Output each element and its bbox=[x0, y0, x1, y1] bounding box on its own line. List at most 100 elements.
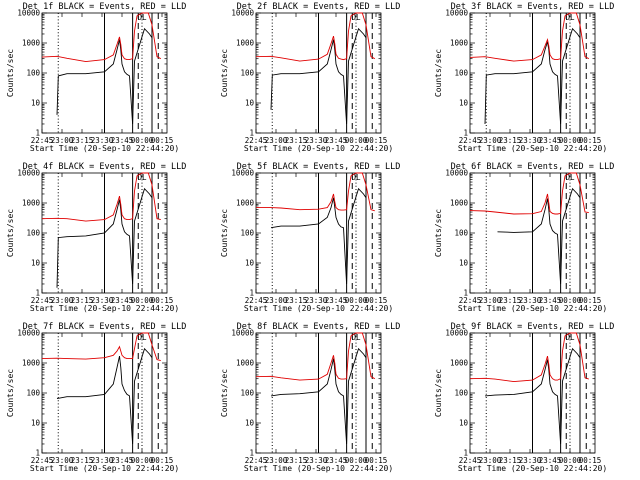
x-tick-label: 23:30 bbox=[305, 456, 328, 465]
x-tick-label: 00:15 bbox=[151, 456, 174, 465]
series-line-events bbox=[270, 187, 367, 285]
dl-annotation: DL bbox=[351, 13, 361, 22]
y-tick-label: 100 bbox=[454, 389, 468, 398]
x-tick-label: 22:45 bbox=[459, 136, 482, 145]
x-tick-label: 23:00 bbox=[479, 296, 502, 305]
chart-panel: Det 1f BLACK = Events, RED = LLD 1 10 100 10… bbox=[6, 2, 186, 153]
x-tick-label: 23:00 bbox=[265, 456, 288, 465]
y-tick-label: 100 bbox=[240, 389, 254, 398]
y-tick-label: 10 bbox=[245, 419, 255, 428]
x-tick-label: 23:00 bbox=[265, 296, 288, 305]
y-tick-label: 10000 bbox=[445, 329, 468, 338]
chart-panel: Det 4f BLACK = Events, RED = LLD 1 10 100 10… bbox=[6, 162, 186, 313]
x-tick-label: 23:15 bbox=[499, 456, 522, 465]
chart-panel: Det 9f BLACK = Events, RED = LLD 1 10 100 10… bbox=[434, 322, 614, 473]
y-tick-label: 1 bbox=[463, 289, 468, 298]
x-axis-label: Start Time (20-Sep-10 22:44:20) bbox=[30, 304, 179, 313]
y-tick-label: 1 bbox=[249, 449, 254, 458]
x-tick-label: 00:15 bbox=[579, 296, 602, 305]
y-tick-label: 10000 bbox=[445, 169, 468, 178]
x-tick-label: 00:00 bbox=[559, 296, 582, 305]
y-axis-label: Counts/sec bbox=[6, 369, 15, 417]
x-tick-label: 22:45 bbox=[245, 136, 268, 145]
x-tick-label: 23:45 bbox=[539, 456, 562, 465]
x-tick-label: 00:15 bbox=[151, 296, 174, 305]
series-line-lld bbox=[469, 332, 589, 383]
series-line-lld bbox=[41, 12, 162, 63]
x-tick-label: 00:15 bbox=[151, 136, 174, 145]
x-tick-label: 23:30 bbox=[91, 136, 114, 145]
y-tick-label: 10 bbox=[459, 259, 469, 268]
chart-panel: Det 5f BLACK = Events, RED = LLD 1 10 100 10… bbox=[220, 162, 400, 313]
x-tick-label: 23:00 bbox=[51, 456, 74, 465]
x-tick-label: 23:00 bbox=[265, 136, 288, 145]
x-tick-label: 23:15 bbox=[285, 456, 308, 465]
x-tick-label: 22:45 bbox=[459, 296, 482, 305]
x-tick-label: 23:15 bbox=[71, 296, 94, 305]
x-tick-label: 00:15 bbox=[579, 136, 602, 145]
y-tick-label: 1 bbox=[35, 289, 40, 298]
chart-title: Det 3f BLACK = Events, RED = LLD bbox=[451, 2, 615, 12]
x-tick-label: 23:45 bbox=[325, 136, 348, 145]
y-tick-label: 100 bbox=[26, 69, 40, 78]
x-tick-label: 22:45 bbox=[31, 456, 54, 465]
dl-annotation: DL bbox=[137, 13, 147, 22]
x-axis-label: Start Time (20-Sep-10 22:44:20) bbox=[458, 304, 607, 313]
y-tick-label: 10000 bbox=[17, 329, 40, 338]
x-tick-label: 00:00 bbox=[131, 296, 154, 305]
y-tick-label: 100 bbox=[454, 229, 468, 238]
y-tick-label: 100 bbox=[26, 229, 40, 238]
x-tick-label: 23:30 bbox=[305, 136, 328, 145]
chart-panel: Det 3f BLACK = Events, RED = LLD 1 10 100 10… bbox=[434, 2, 614, 153]
y-tick-label: 100 bbox=[240, 69, 254, 78]
x-tick-label: 22:45 bbox=[459, 456, 482, 465]
dl-annotation: DL bbox=[351, 333, 361, 342]
x-axis-label: Start Time (20-Sep-10 22:44:20) bbox=[244, 464, 393, 473]
y-tick-label: 1 bbox=[249, 129, 254, 138]
x-tick-label: 00:00 bbox=[345, 296, 368, 305]
x-tick-label: 23:00 bbox=[51, 136, 74, 145]
chart-panel: Det 7f BLACK = Events, RED = LLD 1 10 100 10… bbox=[6, 322, 186, 473]
series-line-events bbox=[497, 187, 581, 285]
y-axis-label: Counts/sec bbox=[434, 369, 443, 417]
y-tick-label: 10000 bbox=[17, 9, 40, 18]
x-axis-label: Start Time (20-Sep-10 22:44:20) bbox=[244, 144, 393, 153]
x-tick-label: 23:30 bbox=[519, 456, 542, 465]
series-line-events bbox=[56, 187, 153, 288]
y-tick-label: 1 bbox=[35, 449, 40, 458]
series-line-lld bbox=[255, 332, 376, 381]
x-axis-label: Start Time (20-Sep-10 22:44:20) bbox=[244, 304, 393, 313]
dl-annotation: DL bbox=[137, 173, 147, 182]
x-tick-label: 23:45 bbox=[325, 296, 348, 305]
x-tick-label: 00:15 bbox=[579, 456, 602, 465]
y-tick-label: 10 bbox=[31, 259, 41, 268]
x-tick-label: 23:15 bbox=[285, 296, 308, 305]
x-axis-label: Start Time (20-Sep-10 22:44:20) bbox=[458, 144, 607, 153]
x-axis-label: Start Time (20-Sep-10 22:44:20) bbox=[458, 464, 607, 473]
y-tick-label: 10000 bbox=[231, 9, 254, 18]
y-tick-label: 1000 bbox=[236, 359, 255, 368]
chart-title: Det 7f BLACK = Events, RED = LLD bbox=[23, 322, 187, 332]
series-line-events bbox=[56, 27, 153, 125]
x-tick-label: 23:15 bbox=[71, 136, 94, 145]
x-axis-label: Start Time (20-Sep-10 22:44:20) bbox=[30, 464, 179, 473]
series-line-lld bbox=[469, 12, 590, 62]
chart-title: Det 9f BLACK = Events, RED = LLD bbox=[451, 322, 615, 332]
y-tick-label: 10000 bbox=[17, 169, 40, 178]
y-tick-label: 10 bbox=[245, 259, 255, 268]
y-tick-label: 10 bbox=[31, 419, 41, 428]
x-tick-label: 23:15 bbox=[71, 456, 94, 465]
chart-title: Det 8f BLACK = Events, RED = LLD bbox=[237, 322, 401, 332]
series-line-events bbox=[270, 347, 367, 445]
y-tick-label: 10000 bbox=[445, 9, 468, 18]
y-tick-label: 10 bbox=[245, 99, 255, 108]
series-line-lld bbox=[41, 172, 161, 222]
x-tick-label: 00:15 bbox=[365, 296, 388, 305]
x-tick-label: 00:00 bbox=[345, 456, 368, 465]
x-tick-label: 23:45 bbox=[111, 136, 134, 145]
series-line-events bbox=[484, 27, 581, 125]
y-axis-label: Counts/sec bbox=[220, 369, 229, 417]
y-axis-label: Counts/sec bbox=[434, 49, 443, 97]
chart-title: Det 1f BLACK = Events, RED = LLD bbox=[23, 2, 187, 12]
dl-annotation: DL bbox=[137, 333, 147, 342]
